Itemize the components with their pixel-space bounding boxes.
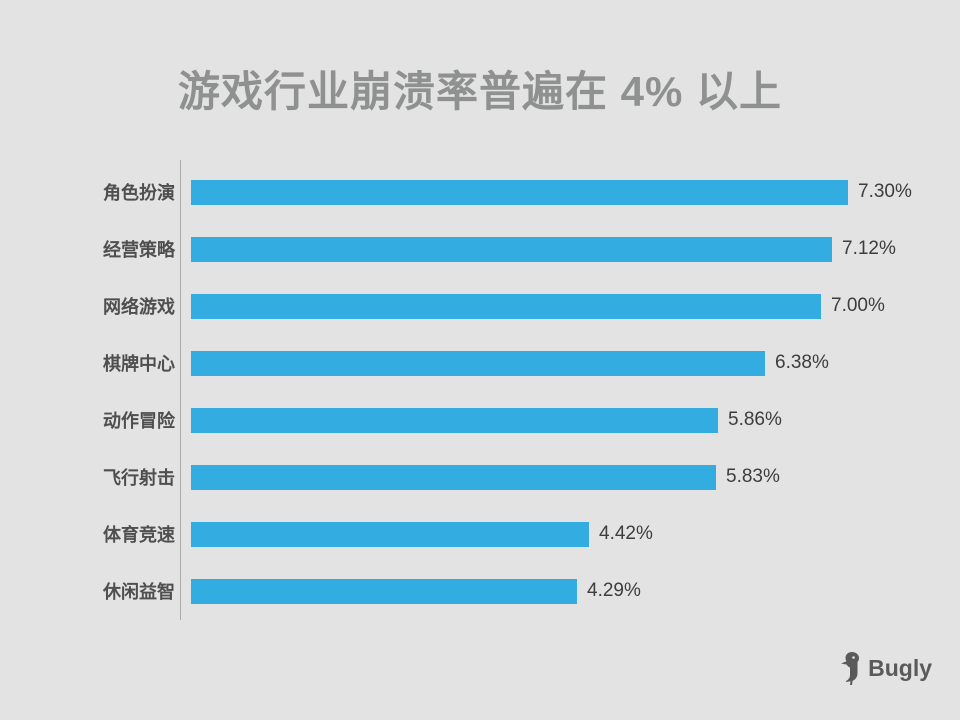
bar-zone: 4.29% — [185, 577, 880, 605]
chart-row: 休闲益智 4.29% — [80, 577, 880, 605]
chart-row: 飞行射击 5.83% — [80, 463, 880, 491]
bar-zone: 4.42% — [185, 520, 880, 548]
bar — [191, 578, 577, 604]
category-label: 动作冒险 — [103, 411, 175, 431]
chart-title: 游戏行业崩溃率普遍在 4% 以上 — [177, 68, 783, 115]
chart-row: 棋牌中心 6.38% — [80, 349, 880, 377]
value-label: 4.29% — [587, 580, 641, 601]
bar — [191, 521, 589, 547]
bar-zone: 7.00% — [185, 292, 885, 320]
bar — [191, 407, 718, 433]
chart-row: 网络游戏 7.00% — [80, 292, 885, 320]
value-label: 6.38% — [775, 352, 829, 373]
bar — [191, 179, 848, 205]
chart-row: 动作冒险 5.86% — [80, 406, 880, 434]
value-label: 7.12% — [842, 238, 896, 259]
chart-row: 角色扮演 7.30% — [80, 178, 912, 206]
value-label: 4.42% — [599, 523, 653, 544]
category-label: 网络游戏 — [103, 297, 175, 317]
category-label: 角色扮演 — [103, 183, 175, 203]
chart-row: 经营策略 7.12% — [80, 235, 896, 263]
bar-zone: 7.30% — [185, 178, 912, 206]
bar — [191, 236, 832, 262]
y-axis-line — [180, 160, 181, 620]
bar-zone: 6.38% — [185, 349, 880, 377]
category-label: 体育竞速 — [103, 525, 175, 545]
bar-zone: 5.86% — [185, 406, 880, 434]
bar-chart: 角色扮演 7.30% 经营策略 7.12% 网络游戏 7.00% 棋牌中心 6.38% 动作冒险… — [80, 160, 912, 620]
bar — [191, 350, 765, 376]
category-label: 棋牌中心 — [103, 354, 175, 374]
value-label: 5.86% — [728, 409, 782, 430]
chart-row: 体育竞速 4.42% — [80, 520, 880, 548]
bar — [191, 293, 821, 319]
category-label: 经营策略 — [103, 240, 175, 260]
bar — [191, 464, 716, 490]
bugly-logo: Bugly — [838, 651, 932, 685]
category-label: 飞行射击 — [103, 468, 175, 488]
bugly-logo-text: Bugly — [868, 654, 932, 681]
bar-zone: 7.12% — [185, 235, 896, 263]
value-label: 7.00% — [831, 295, 885, 316]
value-label: 7.30% — [858, 181, 912, 202]
woodpecker-bird-icon — [841, 652, 860, 685]
bar-zone: 5.83% — [185, 463, 880, 491]
value-label: 5.83% — [726, 466, 780, 487]
category-label: 休闲益智 — [103, 582, 175, 602]
